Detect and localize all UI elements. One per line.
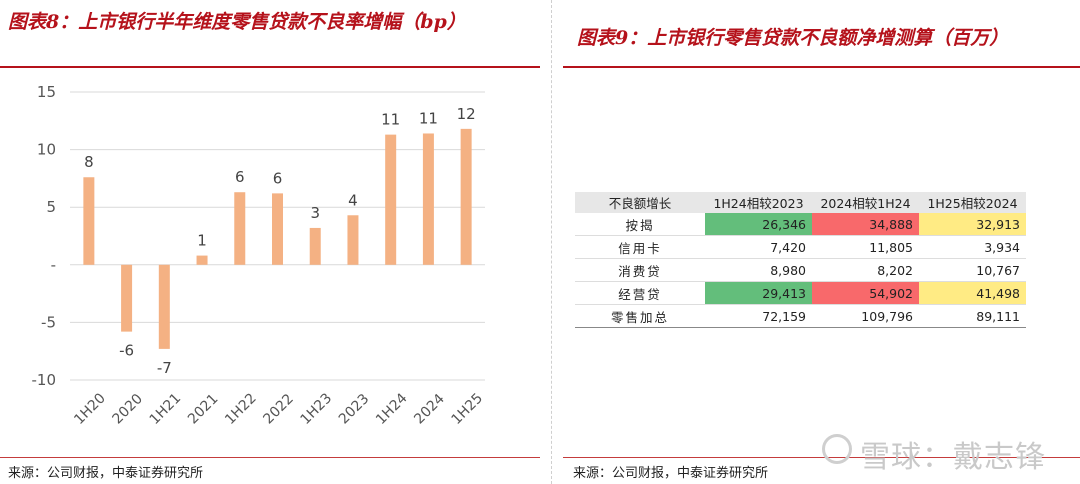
bar — [309, 227, 321, 265]
table-header-cell: 1H24相较2023 — [705, 192, 812, 213]
table-cell: 7,420 — [705, 235, 812, 259]
data-label: 6 — [235, 168, 245, 186]
x-tick-label: 2021 — [185, 391, 222, 428]
row-label: 按揭 — [575, 213, 705, 236]
y-tick-label: - — [51, 256, 56, 274]
table-row: 按揭 26,346 34,888 32,913 — [575, 213, 1026, 236]
row-label: 信用卡 — [575, 235, 705, 259]
y-tick-label: 15 — [37, 83, 56, 101]
x-tick-label: 2020 — [110, 391, 147, 428]
bar — [460, 128, 472, 265]
bar — [422, 133, 434, 265]
data-label: 11 — [381, 111, 400, 129]
bar-chart: 15 10 5 - -5 -10 8 1H20 -6 2020 -7 1H21 1 2021 6 1H22 6 2… — [32, 83, 487, 428]
row-label: 经营贷 — [575, 281, 705, 305]
table-cell: 34,888 — [812, 213, 919, 236]
row-label: 消费贷 — [575, 258, 705, 282]
table-cell: 41,498 — [919, 281, 1026, 305]
x-tick-label: 1H21 — [147, 390, 185, 428]
bar — [347, 215, 359, 265]
x-tick-label: 1H20 — [71, 390, 109, 428]
table-header-row: 不良额增长 1H24相较2023 2024相较1H24 1H25相较2024 — [575, 192, 1026, 213]
data-label: 11 — [419, 109, 438, 127]
table-cell: 10,767 — [919, 258, 1026, 282]
bar — [272, 193, 283, 265]
y-tick-label: -10 — [32, 371, 57, 389]
data-label: -6 — [119, 342, 134, 360]
panel-divider — [551, 0, 553, 484]
x-tick-label: 1H22 — [222, 390, 260, 428]
data-label: 12 — [457, 105, 476, 123]
left-panel: 图表8：上市银行半年维度零售贷款不良率增幅（bp） 15 10 5 - -5 -10 8 1H… — [0, 11, 540, 481]
row-label: 零售加总 — [575, 304, 705, 328]
table-row: 消费贷 8,980 8,202 10,767 — [575, 258, 1026, 282]
table-cell: 11,805 — [812, 235, 919, 259]
table-cell: 109,796 — [812, 304, 919, 328]
bar — [121, 264, 133, 332]
source-note: 来源：公司财报，中泰证券研究所 — [8, 466, 204, 481]
bar — [385, 134, 397, 265]
data-label: 8 — [84, 153, 94, 171]
table-cell: 32,913 — [919, 213, 1026, 236]
table-cell: 3,934 — [919, 235, 1026, 259]
table-cell: 8,980 — [705, 258, 812, 282]
table-header-cell: 不良额增长 — [575, 192, 705, 213]
x-tick-label: 2023 — [336, 391, 373, 428]
table-body: 按揭 26,346 34,888 32,913 信用卡 7,420 11,805 3,934 消… — [575, 213, 1026, 328]
y-tick-label: 10 — [37, 141, 56, 159]
chart-title: 图表8：上市银行半年维度零售贷款不良率增幅（bp） — [8, 11, 466, 33]
x-tick-label: 2022 — [260, 391, 297, 428]
table-cell: 89,111 — [919, 304, 1026, 328]
data-label: 6 — [273, 169, 283, 187]
source-rule — [0, 457, 540, 458]
table-header-cell: 2024相较1H24 — [812, 192, 919, 213]
npl-table: 不良额增长 1H24相较2023 2024相较1H24 1H25相较2024 按揭 26… — [575, 192, 1026, 328]
table-title: 图表9：上市银行零售贷款不良额净增测算（百万） — [577, 27, 1009, 49]
x-tick-label: 1H25 — [448, 390, 486, 428]
y-tick-label: -5 — [41, 313, 56, 331]
data-label: 3 — [310, 204, 320, 222]
title-rule — [563, 66, 1080, 68]
title-rule — [0, 66, 540, 68]
data-label: 1 — [197, 232, 207, 250]
table-cell: 26,346 — [705, 213, 812, 236]
bar — [196, 255, 208, 265]
data-label: 4 — [348, 191, 358, 209]
table-cell: 72,159 — [705, 304, 812, 328]
x-tick-label: 1H24 — [373, 390, 411, 428]
right-panel: 图表9：上市银行零售贷款不良额净增测算（百万） 不良额增长 1H24相较2023 2… — [563, 0, 1080, 484]
table-row: 零售加总 72,159 109,796 89,111 — [575, 304, 1026, 328]
table-cell: 29,413 — [705, 281, 812, 305]
table-cell: 54,902 — [812, 281, 919, 305]
bar — [158, 264, 170, 349]
bar — [83, 177, 95, 265]
watermark-logo-icon — [822, 434, 852, 464]
table-header-cell: 1H25相较2024 — [919, 192, 1026, 213]
watermark: 雪球：戴志锋 — [860, 440, 1046, 475]
table-cell: 8,202 — [812, 258, 919, 282]
data-label: -7 — [157, 359, 172, 377]
table-row: 经营贷 29,413 54,902 41,498 — [575, 281, 1026, 305]
table-row: 信用卡 7,420 11,805 3,934 — [575, 235, 1026, 259]
source-rule — [563, 457, 1080, 458]
x-tick-label: 1H23 — [298, 390, 336, 428]
x-tick-label: 2024 — [411, 391, 448, 428]
source-note: 来源：公司财报，中泰证券研究所 — [573, 466, 769, 481]
y-tick-label: 5 — [46, 198, 56, 216]
bar — [234, 192, 246, 265]
